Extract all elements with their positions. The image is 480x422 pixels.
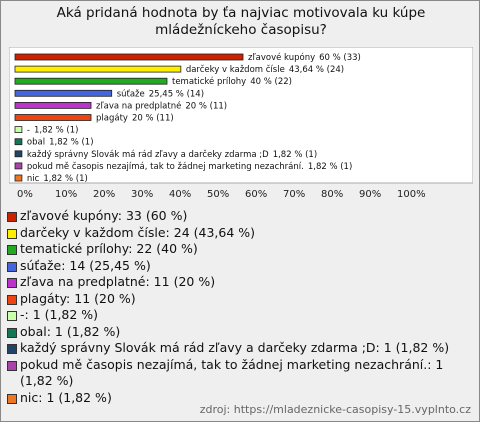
bar [14,150,23,158]
bar-label-category: zľavové kupóny [248,52,315,63]
bar-label-category: pokud mě časopis nezajímá, tak to žádnej… [27,161,304,172]
bar-label: zľavové kupóny 60 % (33) [248,52,361,63]
legend-entry: obal: 1 (1,82 %) [7,324,473,341]
legend-swatch [7,212,17,222]
legend-entry: -: 1 (1,82 %) [7,307,473,324]
bar [14,65,182,73]
legend-swatch [7,327,17,338]
legend-label: zľavové kupóny: 33 (60 %) [20,208,188,223]
legend-swatch [7,311,17,321]
bar-label: súťaže 25,45 % (14) [117,89,204,99]
legend-swatch [7,294,17,305]
legend-entry: tematické prílohy: 22 (40 %) [7,241,473,258]
x-tick-label: 20% [93,189,115,199]
value-label: 43,64 % (24) [289,65,344,75]
x-tick-label: 90% [359,189,381,199]
legend-swatch [7,344,17,354]
legend-label: -: 1 (1,82 %) [20,307,99,322]
legend-entry: zľava na predplatné: 11 (20 %) [7,274,473,291]
bar-label-category: súťaže [117,89,145,99]
value-label: 25,45 % (14) [149,89,204,99]
source: zdroj: https://mladeznicke-casopisy-15.v… [199,403,471,416]
legend-label: súťaže: 14 (25,45 %) [20,257,151,273]
legend-swatch [7,245,17,255]
bar-label: -1,82 % (1) [27,126,79,136]
bar [14,174,23,182]
chart: 0% 10% 20% 30% 40% 50% 60% 70% 80% 90% 100% zľavové… [9,47,473,199]
bar [14,89,113,97]
bar [14,77,168,85]
x-tick-label: 50% [207,189,229,199]
value-label: 20 % (11) [185,101,227,111]
x-tick-label: 80% [321,189,343,199]
legend-entry: pokud mě časopis nezajímá, tak to žádnej… [7,357,473,390]
legend-label: obal: 1 (1,82 %) [20,323,121,339]
bar-label-category: tematické prílohy [172,76,246,87]
chart-title: Aká pridaná hodnota by ťa najviac motivo… [56,5,426,38]
bar-label: pokud mě časopis nezajímá, tak to žádnej… [27,161,352,172]
bar-label: obal 1,82 % (1) [27,138,94,148]
bar [14,114,92,121]
bar [14,162,23,170]
legend-swatch [7,261,17,272]
bar-label-category: obal [27,138,45,148]
legend-label: zľava na predplatné: 11 (20 %) [20,274,216,289]
bar [14,102,92,109]
bar-label: tematické prílohy 40 % (22) [172,76,292,87]
value-label: 1,82 % (1) [273,150,317,160]
legend-swatch [7,393,17,404]
x-tick-label: 70% [283,189,305,199]
bar-label-category: každý správny Slovák má rád zľavy a darč… [27,149,269,160]
legend-label: každý správny Slovák má rád zľavy a darč… [20,340,450,355]
legend-entry: zľavové kupóny: 33 (60 %) [7,208,473,225]
x-tick-label: 30% [131,189,153,199]
bar-label-category: - [27,126,30,136]
legend-label: pokud mě časopis nezajímá, tak to žádnej… [20,356,444,389]
bar-label: plagáty 20 % (11) [96,114,174,124]
value-label: 20 % (11) [132,114,174,124]
value-label: 60 % (33) [319,53,361,63]
x-tick-label: 100% [397,189,426,199]
bar-label: darčeky v každom čísle 43,64 % (24) [186,64,344,75]
bar [14,126,23,133]
bar [14,138,23,146]
legend-entry: každý správny Slovák má rád zľavy a darč… [7,340,473,357]
legend-label: nic: 1 (1,82 %) [20,389,112,405]
legend-swatch [7,278,17,288]
legend-label: tematické prílohy: 22 (40 %) [20,241,198,256]
legend: zľavové kupóny: 33 (60 %) darčeky v každo… [7,208,473,406]
bar-label-category: nic [27,174,40,184]
legend-entry: plagáty: 11 (20 %) [7,291,473,308]
bar-label: každý správny Slovák má rád zľavy a darč… [27,149,317,160]
bar-label: nic 1,82 % (1) [27,174,88,184]
value-label: 1,82 % (1) [308,162,352,172]
legend-swatch [7,360,17,371]
legend-label: plagáty: 11 (20 %) [20,290,136,306]
bar-label-category: zľava na predplatné [96,100,181,111]
value-label: 1,82 % (1) [43,174,87,184]
x-tick-label: 60% [245,189,267,199]
bar [14,53,244,61]
x-tick-label: 0% [17,189,33,199]
x-tick-label: 10% [55,189,77,199]
legend-entry: darčeky v každom čísle: 24 (43,64 %) [7,225,473,242]
value-label: 1,82 % (1) [49,138,93,148]
bar-label-category: plagáty [96,114,128,124]
legend-label: darčeky v každom čísle: 24 (43,64 %) [20,224,256,240]
legend-swatch [7,228,17,239]
bar-label: zľava na predplatné 20 % (11) [96,100,227,111]
legend-entry: súťaže: 14 (25,45 %) [7,258,473,275]
x-tick-label: 40% [169,189,191,199]
value-label: 1,82 % (1) [34,126,78,136]
legend-entry: nic: 1 (1,82 %) [7,390,473,407]
bar-label-category: darčeky v každom čísle [186,64,285,75]
value-label: 40 % (22) [250,77,292,87]
